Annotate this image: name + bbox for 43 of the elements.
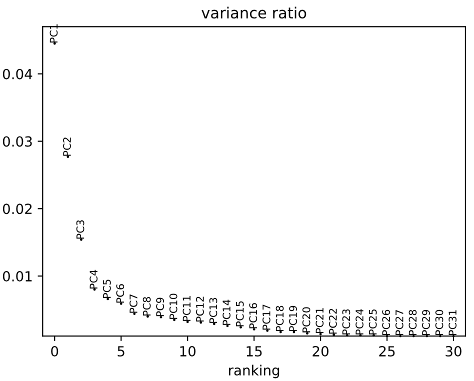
data-label: PC20 bbox=[302, 307, 310, 332]
data-label: PC2 bbox=[63, 138, 71, 156]
data-label: PC4 bbox=[90, 270, 98, 289]
data-label: PC23 bbox=[342, 309, 350, 334]
y-tick-label: 0.04 bbox=[2, 68, 32, 80]
data-label: PC11 bbox=[182, 296, 191, 321]
data-label: PC22 bbox=[328, 308, 337, 334]
x-tick-label: 15 bbox=[246, 346, 262, 357]
data-label: PC24 bbox=[356, 309, 364, 334]
data-label: PC21 bbox=[316, 308, 324, 333]
data-label: PC15 bbox=[236, 301, 244, 326]
x-tick-label: 20 bbox=[312, 346, 328, 357]
data-label: PC17 bbox=[262, 304, 270, 330]
data-label: PC26 bbox=[382, 310, 390, 336]
data-label: PC14 bbox=[222, 300, 230, 325]
y-tick-label: 0.01 bbox=[2, 271, 32, 282]
data-label: PC16 bbox=[249, 303, 258, 328]
data-label: PC7 bbox=[130, 294, 138, 313]
y-tick-label: 0.02 bbox=[2, 204, 32, 214]
data-label: PC31 bbox=[448, 310, 457, 336]
data-label: PC12 bbox=[196, 296, 204, 322]
x-tick-label: 5 bbox=[118, 346, 124, 357]
data-label: PC30 bbox=[435, 310, 444, 336]
data-label: PC13 bbox=[209, 298, 218, 323]
chart-title: variance ratio bbox=[202, 6, 306, 19]
data-label: PC28 bbox=[408, 310, 417, 336]
data-label: PC8 bbox=[142, 297, 151, 316]
data-label: PC27 bbox=[395, 310, 404, 336]
y-tick-label: 0.03 bbox=[2, 136, 32, 147]
data-label: PC25 bbox=[368, 309, 377, 334]
data-label: PC5 bbox=[102, 280, 111, 298]
data-label: PC9 bbox=[156, 298, 164, 316]
x-axis-title: ranking bbox=[229, 364, 280, 378]
x-tick-label: 25 bbox=[379, 346, 395, 357]
data-label: PC18 bbox=[276, 306, 284, 331]
x-tick-label: 10 bbox=[180, 346, 196, 357]
x-tick-label: 30 bbox=[446, 346, 462, 357]
x-tick-label: 0 bbox=[51, 346, 58, 357]
data-label: PC3 bbox=[76, 220, 84, 239]
data-label: PC6 bbox=[116, 284, 124, 303]
data-label: PC10 bbox=[169, 294, 178, 319]
data-label: PC29 bbox=[422, 310, 430, 336]
data-label: PC19 bbox=[289, 306, 297, 331]
